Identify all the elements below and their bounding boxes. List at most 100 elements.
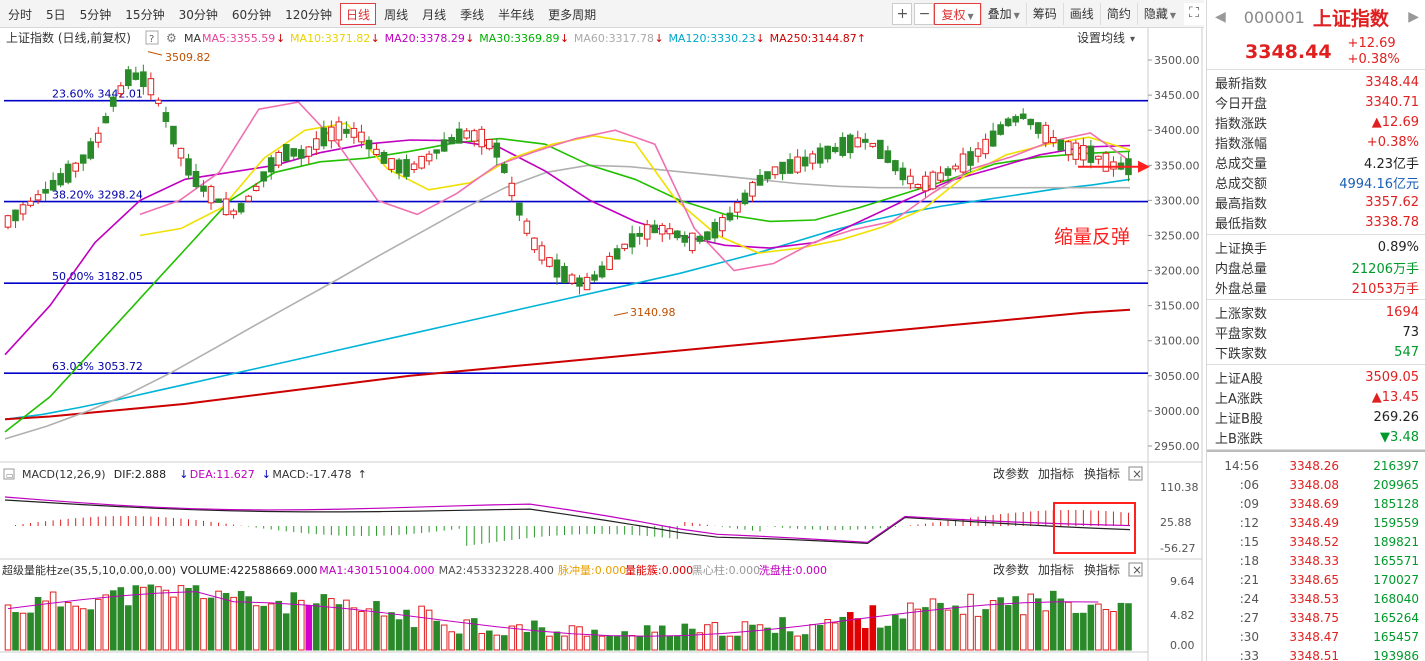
volume-bar xyxy=(884,625,892,651)
last-price: 3348.44 xyxy=(1245,40,1332,63)
quote-label: 外盘总量 xyxy=(1215,281,1268,297)
chart-svg[interactable]: 上证指数 (日线,前复权)? ⚙ MA MA5:3355.59 ↓ MA10:3371.8… xyxy=(0,28,1204,661)
vol-close-button[interactable] xyxy=(1128,562,1143,577)
candle-body xyxy=(147,78,155,96)
ma-arrow-0: ↓ xyxy=(276,32,285,45)
period-8[interactable]: 周线 xyxy=(384,7,409,22)
simple-mode-button[interactable]: 简约 xyxy=(1099,3,1137,25)
volume-bar xyxy=(155,586,162,651)
volume-bar xyxy=(485,630,493,651)
period-9[interactable]: 月线 xyxy=(422,7,447,22)
macd-param-3: DEA:11.627 xyxy=(190,468,255,481)
volume-bar xyxy=(786,631,794,651)
volume-bar xyxy=(267,603,275,651)
hide-button[interactable]: 隐藏 ▼ xyxy=(1136,3,1182,25)
volume-bar xyxy=(1027,593,1035,651)
volume-bar xyxy=(87,609,95,651)
kline-chart-area[interactable]: 上证指数 (日线,前复权)? ⚙ MA MA5:3355.59 ↓ MA10:3371.8… xyxy=(0,28,1204,661)
period-2[interactable]: 5分钟 xyxy=(79,7,112,22)
volume-bar xyxy=(343,599,350,651)
ma-label: MA xyxy=(184,32,201,45)
candle-body xyxy=(49,179,57,191)
candle-body xyxy=(395,159,403,174)
period-0[interactable]: 分时 xyxy=(8,7,33,22)
candle-body xyxy=(1087,145,1095,163)
volume-bar xyxy=(177,585,185,651)
ma-arrow-2: ↓ xyxy=(465,32,474,45)
period-11[interactable]: 半年线 xyxy=(498,7,535,22)
candle-body xyxy=(132,72,140,80)
prev-stock-icon[interactable]: ◀ xyxy=(1215,9,1226,25)
candle-body xyxy=(606,255,613,270)
candle-body xyxy=(267,157,275,173)
candle-body xyxy=(455,128,463,144)
help-icon[interactable] xyxy=(145,30,159,45)
volume-bar xyxy=(877,627,884,651)
volume-bar xyxy=(651,631,659,651)
quote-value: ▲13.45 xyxy=(1371,389,1419,405)
quote-value: 3338.78 xyxy=(1365,214,1419,230)
macd-close-button[interactable] xyxy=(1128,466,1143,481)
candle-body xyxy=(485,139,493,150)
candle-body xyxy=(779,161,786,175)
candle-body xyxy=(125,69,132,87)
period-5[interactable]: 60分钟 xyxy=(231,7,272,22)
tick-volume: 165457 xyxy=(1373,629,1419,644)
candle-body xyxy=(861,138,869,143)
chip-button[interactable]: 筹码 xyxy=(1025,3,1063,25)
volume-bar xyxy=(824,619,831,651)
candle-body xyxy=(756,174,764,186)
fib-label-3: 63.03% 3053.72 xyxy=(52,360,143,373)
fullscreen-icon[interactable]: ⛶ xyxy=(1184,3,1204,25)
candle-body xyxy=(967,151,974,166)
period-3[interactable]: 15分钟 xyxy=(125,7,165,22)
candle-body xyxy=(553,259,561,278)
volume-bar xyxy=(117,587,125,651)
candle-body xyxy=(433,149,440,154)
macd-param-0: MACD(12,26,9) xyxy=(22,468,106,481)
y-tick-label: 3050.00 xyxy=(1154,370,1200,383)
tick-volume: 168040 xyxy=(1373,591,1419,606)
volume-bar xyxy=(621,631,628,651)
zoom-in-button[interactable]: + xyxy=(892,3,913,25)
overlay-button[interactable]: 叠加 ▼ xyxy=(980,3,1026,25)
candle-body xyxy=(636,232,643,237)
draw-line-button[interactable]: 画线 xyxy=(1062,3,1100,25)
toolbar-right: + − 复权 ▼ 叠加 ▼ 筹码 画线 简约 隐藏 ▼ ⛶ xyxy=(890,3,1204,25)
candle-body xyxy=(1042,124,1050,144)
candle-body xyxy=(215,198,222,203)
volume-bar xyxy=(1012,596,1019,651)
ma-arrow-6: ↑ xyxy=(857,32,866,45)
fuquan-button[interactable]: 复权 ▼ xyxy=(934,3,981,25)
candle-body xyxy=(576,277,583,287)
candle-body xyxy=(388,158,395,170)
volume-bar xyxy=(741,621,749,651)
period-4[interactable]: 30分钟 xyxy=(178,7,218,22)
tick-list[interactable]: 14:56 3348.26 216397:06 3348.08 209965:09 334… xyxy=(1207,450,1425,661)
candle-body xyxy=(290,148,298,157)
volume-bar xyxy=(1110,610,1117,651)
volume-bar xyxy=(1034,598,1042,651)
zoom-out-button[interactable]: − xyxy=(914,3,935,25)
period-6[interactable]: 120分钟 xyxy=(285,7,333,22)
ma-line-ma10 xyxy=(139,122,1131,254)
quote-value: 73 xyxy=(1402,324,1419,340)
period-1[interactable]: 5日 xyxy=(46,7,66,22)
volume-bar xyxy=(689,628,696,651)
quote-price-row: 3348.44 +12.69 +0.38% xyxy=(1207,34,1425,70)
macd-collapse-icon[interactable] xyxy=(3,468,15,480)
tick-price: 3348.53 xyxy=(1289,591,1339,606)
ma-value-2: MA20:3378.29 xyxy=(385,32,465,45)
candle-body xyxy=(854,137,862,148)
period-7[interactable]: 日线 xyxy=(340,2,377,25)
period-10[interactable]: 季线 xyxy=(460,7,485,22)
period-12[interactable]: 更多周期 xyxy=(548,7,597,22)
next-stock-icon[interactable]: ▶ xyxy=(1408,9,1419,25)
volume-bar xyxy=(809,624,816,651)
tick-time: :09 xyxy=(1239,496,1259,511)
fuquan-button-label: 复权 xyxy=(941,8,966,22)
macd-y-tick: 110.38 xyxy=(1160,481,1199,494)
candle-body xyxy=(989,130,997,147)
quote-row: 内盘总量 21206万手 xyxy=(1207,257,1425,277)
tick-price: 3348.51 xyxy=(1289,648,1339,661)
